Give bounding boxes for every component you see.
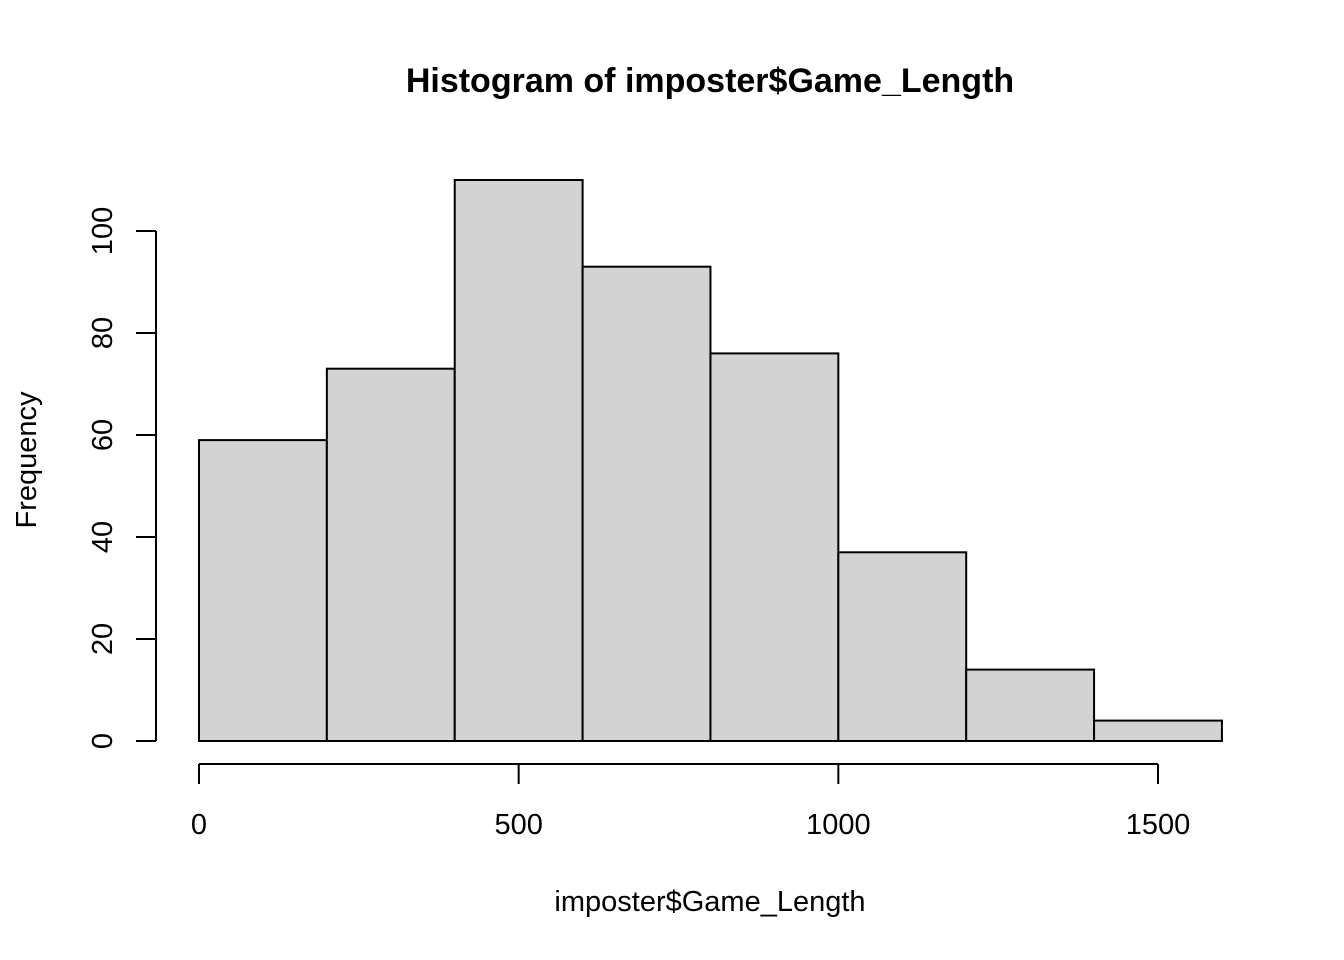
y-axis: 0 20 40 60 80 100 (87, 207, 157, 749)
y-tick-label-60: 60 (87, 419, 119, 451)
histogram-bar-5 (837, 551, 968, 742)
histogram-bar-2 (453, 179, 584, 742)
y-tick-label-80: 80 (87, 317, 119, 349)
x-axis: 0 500 1000 1500 (191, 763, 1191, 841)
x-tick-label-1500: 1500 (1126, 809, 1191, 841)
y-tick-label-40: 40 (87, 521, 119, 553)
bars-group (198, 179, 1223, 742)
x-tick-label-500: 500 (494, 809, 542, 841)
histogram-bar-6 (965, 668, 1096, 742)
x-axis-label: imposter$Game_Length (554, 886, 865, 918)
y-tick-label-100: 100 (87, 207, 119, 255)
y-axis-label: Frequency (11, 391, 43, 529)
histogram-bar-7 (1093, 719, 1223, 742)
x-tick-label-0: 0 (191, 809, 207, 841)
x-tick-label-1000: 1000 (806, 809, 871, 841)
y-tick-label-0: 0 (87, 733, 119, 749)
histogram-bar-1 (325, 367, 456, 742)
histogram-bar-0 (198, 439, 328, 742)
chart-title: Histogram of imposter$Game_Length (406, 62, 1014, 100)
histogram-bar-3 (581, 265, 712, 742)
histogram-bar-4 (709, 352, 840, 742)
y-tick-label-20: 20 (87, 623, 119, 655)
